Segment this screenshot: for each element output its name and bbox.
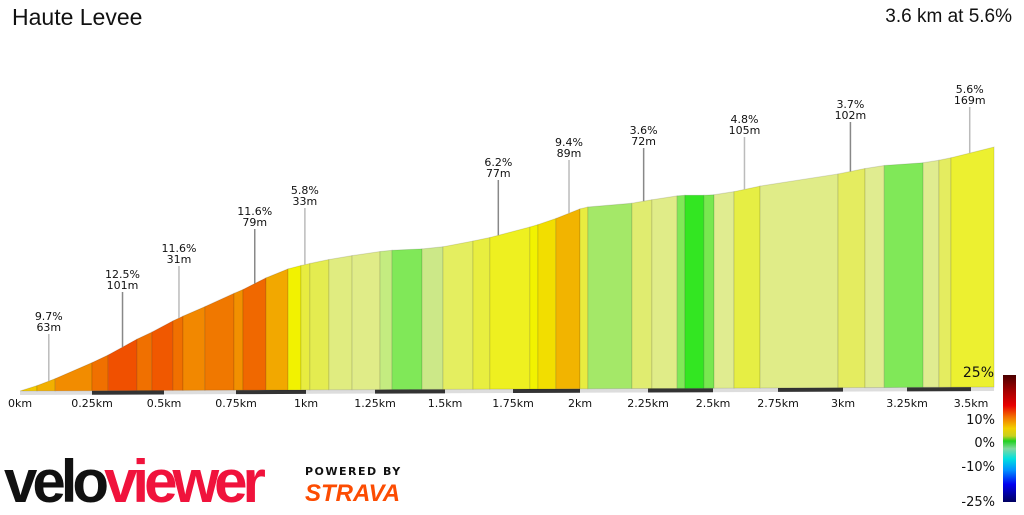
- profile-segment: [556, 209, 580, 389]
- legend-label: 0%: [974, 436, 995, 451]
- profile-segment: [20, 386, 37, 391]
- annotation-length: 63m: [36, 321, 61, 334]
- annotation-length: 33m: [293, 195, 318, 208]
- x-tick-label: 3.25km: [886, 397, 928, 410]
- profile-segment: [137, 332, 152, 390]
- profile-segment: [352, 252, 380, 390]
- profile-segment: [443, 241, 473, 389]
- annotation-length: 72m: [631, 135, 656, 148]
- profile-segment: [580, 207, 588, 389]
- x-tick-label: 3.5km: [954, 397, 989, 410]
- x-tick-label: 0km: [8, 397, 32, 410]
- profile-segment: [205, 293, 234, 390]
- profile-segment: [865, 165, 884, 387]
- profile-segment: [37, 379, 55, 391]
- annotation-length: 77m: [486, 167, 511, 180]
- profile-segment: [632, 200, 652, 389]
- strava-logo[interactable]: STRAVA: [305, 481, 400, 507]
- x-tick-label: 1.5km: [428, 397, 463, 410]
- profile-segment: [714, 192, 734, 389]
- profile-segment: [704, 195, 714, 389]
- profile-segment: [266, 269, 288, 390]
- profile-segment: [951, 147, 994, 387]
- annotation-length: 89m: [557, 147, 582, 160]
- profile-segment: [392, 249, 422, 390]
- legend-max-label: 25%: [963, 366, 994, 381]
- legend-label: -10%: [961, 460, 995, 475]
- profile-segment: [473, 237, 490, 389]
- profile-segment: [288, 265, 301, 389]
- profile-segment: [588, 203, 632, 389]
- profile-segment: [152, 321, 173, 391]
- annotation-length: 102m: [835, 109, 867, 122]
- annotation-length: 169m: [954, 94, 986, 107]
- profile-segment: [685, 195, 704, 388]
- x-tick-label: 3km: [831, 397, 855, 410]
- annotation-length: 31m: [167, 253, 192, 266]
- legend-label: -25%: [961, 495, 995, 510]
- x-tick-label: 2.5km: [696, 397, 731, 410]
- annotation-length: 79m: [242, 216, 267, 229]
- profile-segment: [55, 363, 92, 391]
- profile-segment: [530, 225, 538, 389]
- profile-segment: [760, 174, 838, 388]
- profile-segment: [939, 158, 951, 387]
- veloviewer-logo[interactable]: veloviewer: [4, 452, 261, 512]
- x-tick-label: 2.25km: [627, 397, 669, 410]
- x-tick-label: 2km: [568, 397, 592, 410]
- profile-segment: [92, 355, 108, 391]
- profile-segment: [173, 316, 183, 390]
- annotation-length: 105m: [729, 124, 761, 137]
- profile-segment: [422, 247, 443, 390]
- profile-segment: [923, 160, 939, 387]
- profile-segment: [734, 186, 760, 388]
- profile-segment: [234, 290, 243, 391]
- annotation-length: 101m: [107, 279, 139, 292]
- profile-segment: [183, 307, 205, 391]
- x-tick-label: 0.25km: [71, 397, 113, 410]
- profile-segment: [490, 227, 530, 389]
- legend-label: 10%: [966, 413, 995, 428]
- gradient-color-scale: [1003, 375, 1016, 502]
- profile-segment: [538, 218, 556, 388]
- profile-segment: [301, 263, 310, 389]
- profile-segment: [884, 163, 923, 388]
- x-tick-label: 2.75km: [757, 397, 799, 410]
- x-tick-label: 1.25km: [354, 397, 396, 410]
- x-tick-label: 0.75km: [215, 397, 257, 410]
- profile-segment: [838, 169, 865, 388]
- profile-segment: [380, 250, 392, 389]
- profile-segment: [310, 259, 329, 389]
- profile-segment: [652, 196, 677, 389]
- powered-by-label: POWERED BY: [305, 465, 402, 478]
- x-tick-label: 0.5km: [147, 397, 182, 410]
- x-tick-label: 1km: [294, 397, 318, 410]
- profile-segment: [677, 195, 685, 388]
- profile-segment: [329, 256, 352, 390]
- x-tick-label: 1.75km: [492, 397, 534, 410]
- profile-segment: [243, 278, 266, 390]
